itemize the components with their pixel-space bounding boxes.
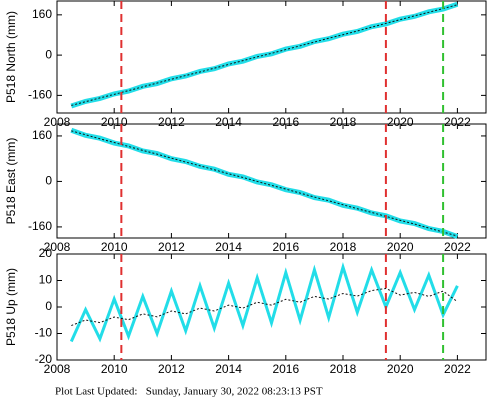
data-line (70, 1, 459, 109)
y-tick-label: 10 (39, 273, 53, 287)
y-tick-label: -160 (28, 88, 52, 102)
x-tick-label: 2020 (387, 240, 414, 254)
x-tick-label: 2016 (272, 362, 299, 376)
x-tick-label: 2018 (330, 362, 357, 376)
x-tick-label: 2022 (444, 362, 471, 376)
x-tick-label: 2014 (215, 362, 242, 376)
y-tick-label: -20 (35, 352, 53, 366)
x-tick-label: 2008 (44, 115, 71, 129)
x-tick-label: 2020 (387, 362, 414, 376)
x-tick-label: 2018 (330, 240, 357, 254)
y-tick-label: 0 (45, 174, 52, 188)
plot-frame (56, 0, 487, 114)
y-tick-label: -10 (35, 326, 53, 340)
x-tick-label: 2014 (215, 115, 242, 129)
x-tick-label: 2022 (444, 115, 471, 129)
x-tick-label: 2012 (158, 240, 185, 254)
y-tick-label: 20 (39, 246, 53, 260)
x-tick-label: 2012 (158, 362, 185, 376)
y-axis-label: P518 East (mm) (4, 138, 18, 225)
y-axis-label: P518 North (mm) (4, 11, 18, 103)
data-line (71, 4, 458, 106)
x-tick-label: 2022 (444, 240, 471, 254)
data-line (71, 287, 458, 327)
x-tick-label: 2008 (44, 240, 71, 254)
y-axis-label: P518 Up (mm) (4, 268, 18, 346)
data-line (71, 130, 458, 237)
x-tick-label: 2016 (272, 115, 299, 129)
x-tick-label: 2020 (387, 115, 414, 129)
x-tick-label: 2012 (158, 115, 185, 129)
y-tick-label: -160 (28, 219, 52, 233)
x-tick-label: 2010 (101, 240, 128, 254)
y-tick-label: 0 (45, 47, 52, 61)
x-tick-label: 2010 (101, 362, 128, 376)
y-tick-label: 160 (32, 128, 52, 142)
footer: Plot Last Updated: Sunday, January 30, 2… (55, 386, 323, 398)
x-tick-label: 2018 (330, 115, 357, 129)
x-tick-label: 2008 (44, 362, 71, 376)
x-tick-label: 2016 (272, 240, 299, 254)
y-tick-label: 160 (32, 7, 52, 21)
data-line (69, 262, 459, 343)
x-tick-label: 2014 (215, 240, 242, 254)
y-tick-label: 0 (45, 299, 52, 313)
